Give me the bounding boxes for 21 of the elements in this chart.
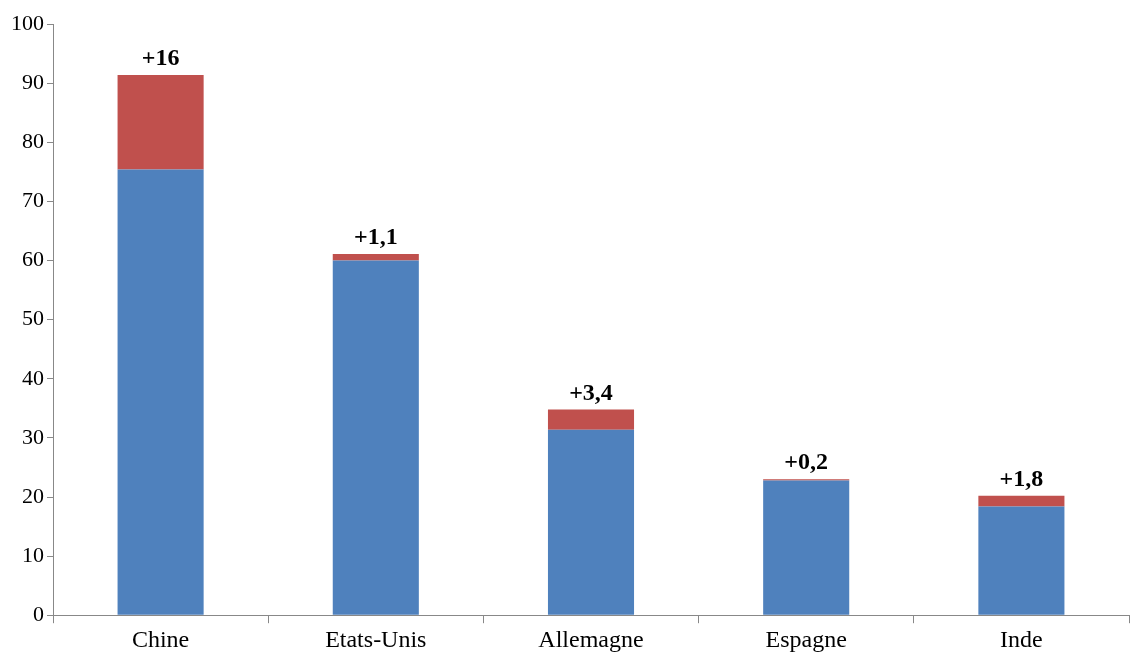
- y-tick-label: 60: [22, 246, 44, 272]
- x-tick-label: Espagne: [765, 625, 847, 652]
- data-label: +1,1: [353, 223, 398, 250]
- y-tick-label: 90: [22, 69, 44, 95]
- x-tick-label: Etats-Unis: [325, 625, 427, 652]
- y-tick-label: 30: [22, 423, 44, 449]
- y-tick-label: 10: [22, 541, 44, 567]
- y-tick-label: 50: [22, 305, 44, 331]
- y-tick-label: 70: [22, 187, 44, 213]
- data-label: +1,8: [999, 465, 1044, 492]
- data-label: +0,2: [784, 448, 829, 475]
- x-tick-label: Allemagne: [538, 625, 644, 652]
- x-tick-label: Inde: [1000, 625, 1043, 652]
- y-tick-label: 20: [22, 482, 44, 508]
- y-tick-label: 0: [33, 600, 44, 626]
- data-label: +16: [141, 44, 180, 71]
- y-tick-label: 80: [22, 128, 44, 154]
- y-tick-label: 100: [11, 9, 44, 35]
- y-tick-label: 40: [22, 364, 44, 390]
- x-tick-label: Chine: [131, 625, 190, 652]
- data-label: +3,4: [569, 378, 613, 405]
